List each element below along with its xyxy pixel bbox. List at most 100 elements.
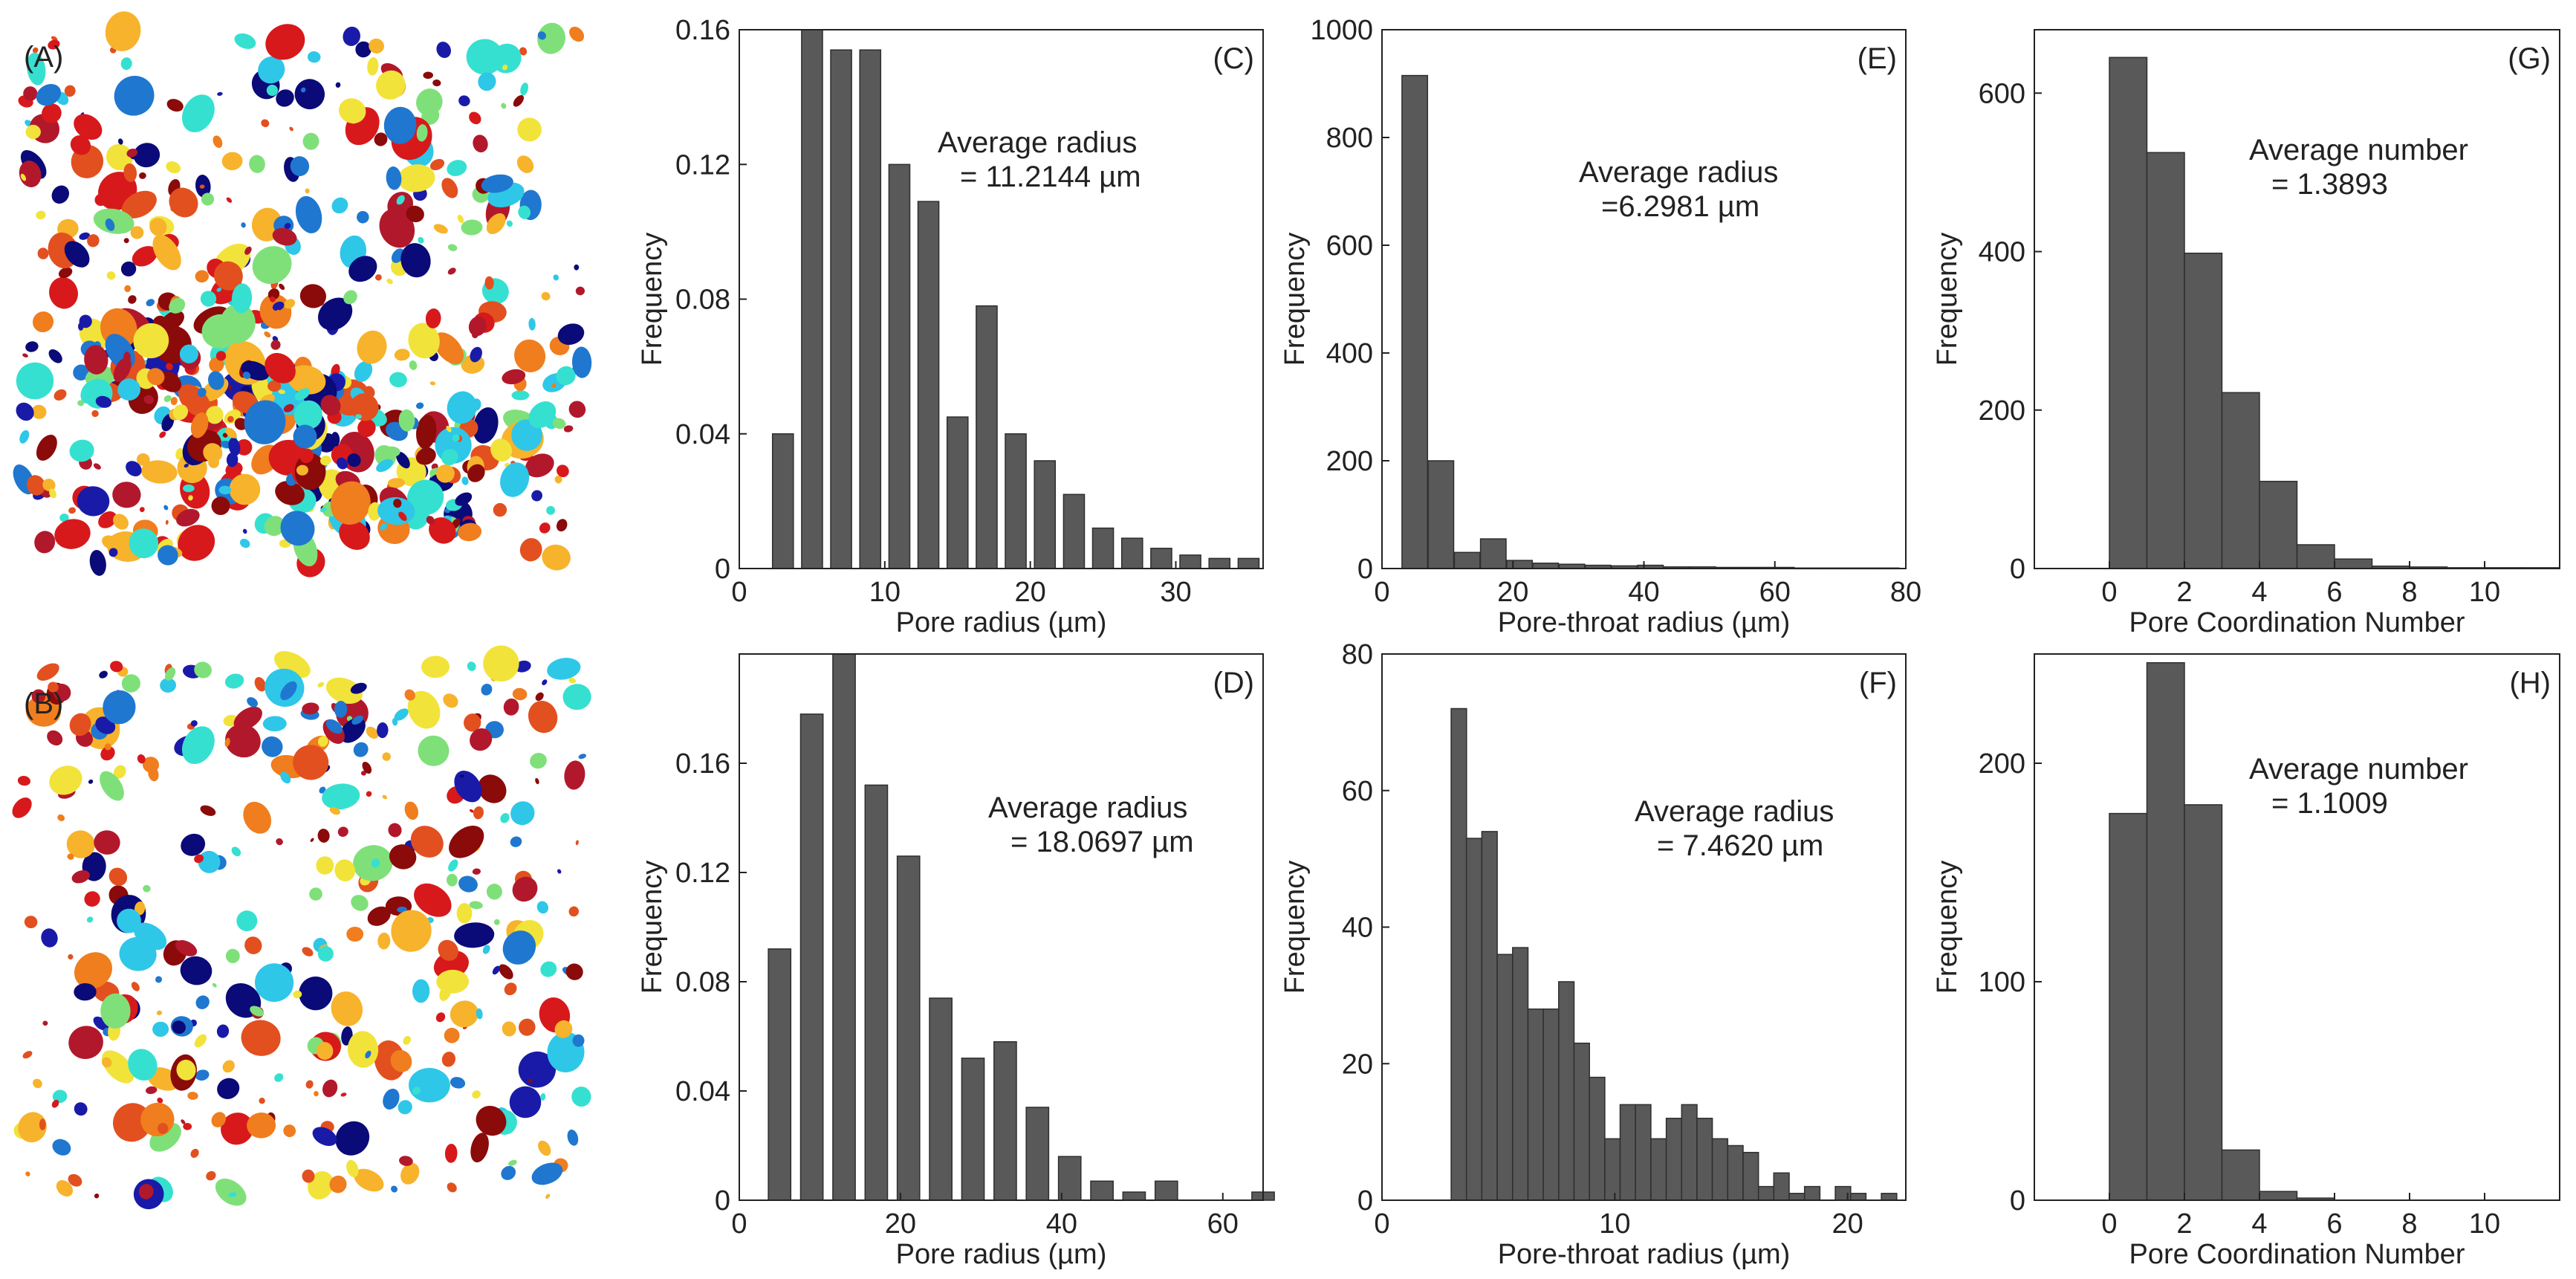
pore-blob [170,204,178,212]
pore-blob [368,502,381,521]
pore-blob [409,1067,450,1103]
pore-blob [175,447,184,460]
bar [1506,560,1534,569]
pore-blob [377,932,391,950]
pore-blob [371,858,380,868]
pore-blob [113,765,126,779]
pore-blob [447,391,477,424]
bar [2259,1191,2298,1201]
pore-blob [280,440,300,461]
pore-blob [305,188,310,194]
pore-blob [441,178,458,198]
x-tick-label: 6 [2326,577,2342,608]
pore-blob [36,434,57,461]
pore-blob [334,701,348,718]
pore-blob [539,522,551,534]
bar [1757,1185,1775,1201]
bar [1573,1042,1590,1201]
pore-blob [538,1140,551,1156]
pore-blob [510,801,535,826]
pore-blob [105,11,141,51]
plot-frame [1381,29,1907,569]
pore-blob [139,507,145,513]
pore-blob [302,702,319,715]
pore-blob [121,674,140,693]
pore-blob [574,264,580,271]
pore-blob [288,365,326,395]
pore-blob [468,316,487,337]
pore-blob [447,160,467,177]
pore-blob [117,378,141,401]
pore-blob [464,713,481,732]
pore-blob [272,301,285,311]
pore-blob [501,1165,516,1180]
pore-blob [39,1118,46,1130]
pore-blob [540,1093,546,1101]
bar [1005,433,1027,569]
average-annotation: = 7.4620 µm [1657,829,1823,862]
pore-blob [49,765,82,795]
bar [896,855,921,1201]
pore-blob [350,682,367,694]
pore-blob [212,135,223,149]
pore-blob [447,244,458,251]
pore-blob [444,1027,460,1043]
pore-blob [536,901,549,914]
pore-blob [56,1179,74,1197]
pore-blob [338,98,366,124]
pore-blob [473,806,484,820]
pore-blob [16,362,54,400]
pore-blob [247,697,258,708]
pore-blob [169,297,186,314]
pore-blob [337,457,348,470]
pore-blob [476,1105,507,1136]
pore-blob [225,427,237,438]
x-tick-label: 10 [869,577,901,608]
pore-blob [241,222,246,228]
x-tick-label: 40 [1628,577,1659,608]
pore-blob [578,754,587,760]
pore-blob [250,1006,265,1017]
pore-blob [528,1078,533,1084]
pore-blob [170,397,178,406]
pore-blob [224,673,244,689]
pore-blob [208,457,220,468]
pore-blob [138,1184,154,1199]
y-tick-label: 200 [1326,446,1373,477]
x-tick-label: 2 [2176,1208,2192,1240]
pore-blob [452,434,460,442]
pore-blob [388,823,402,838]
pore-blob [94,1193,100,1199]
pore-blob [380,446,400,458]
pore-blob [264,516,285,537]
pore-blob [233,706,262,731]
pore-blob [478,72,496,91]
pore-blob [160,311,185,331]
x-tick-label: 0 [2101,1208,2117,1240]
bar [1237,557,1260,569]
x-tick-label: 20 [1497,577,1528,608]
pore-blob [432,79,441,87]
pore-blob [36,210,46,220]
pore-blob [556,519,568,532]
x-tick-label: 0 [1374,1208,1389,1240]
pore-blob [322,1079,338,1098]
pore-blob [293,400,322,430]
pore-blob [265,352,296,383]
pore-blob [528,401,557,429]
pore-blob [77,400,85,407]
pore-blob [163,395,172,403]
bars [1401,74,1900,570]
pore-blob [355,41,372,58]
pore-blob [383,1088,400,1110]
pore-blob [24,916,38,929]
pore-blob [181,833,206,856]
bars [2109,56,2560,569]
pore-blob [501,103,507,109]
histogram-panel-d: 0 0.04 0.08 0.12 0.16 0 20 40 60 Pore radius (µm)… [637,653,1275,1270]
pore-blob [408,323,440,359]
pore-blob [484,276,494,290]
pore-blob [446,425,452,433]
pore-blob [318,297,353,331]
